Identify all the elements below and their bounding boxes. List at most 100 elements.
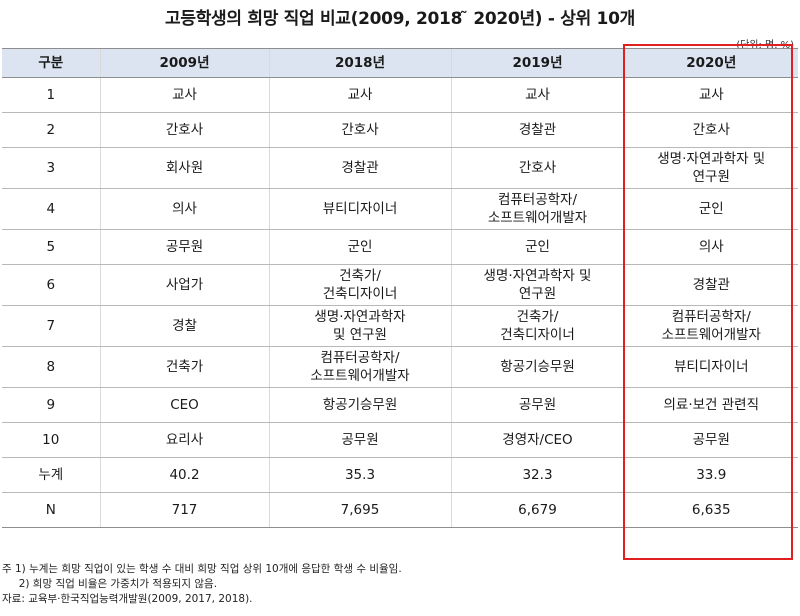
table-cell: 6,635 <box>623 492 798 528</box>
cell-text: 간호사 <box>692 122 730 138</box>
table-row: 7 경찰 생명·자연과학자 및 연구원 건축가/ 건축디자이너 컴퓨터공학자/ 소프트웨… <box>2 305 798 347</box>
table-row: 누계 40.2 35.3 32.3 33.9 <box>2 457 798 493</box>
row-label: N <box>2 492 100 528</box>
cell-text: 컴퓨터공학자/ 소프트웨어개발자 <box>487 192 588 226</box>
cell-text: 사업가 <box>165 277 204 293</box>
cell-text: 교사 <box>698 87 724 103</box>
table-cell: 교사 <box>99 77 269 113</box>
row-label: 10 <box>2 422 100 458</box>
cell-text: 생명·자연과학자 및 연구원 <box>483 268 592 302</box>
table-cell: 사업가 <box>99 264 269 306</box>
cell-text: 건축가/ 건축디자이너 <box>322 268 398 302</box>
cell-text: 군인 <box>525 239 550 255</box>
cell-text: 6,635 <box>691 502 731 518</box>
cell-text: 교사 <box>525 87 550 103</box>
table-cell: 뷰티디자이너 <box>623 346 798 388</box>
table-cell: 32.3 <box>450 457 624 493</box>
cell-text: 교사 <box>347 87 373 103</box>
cell-text: 공무원 <box>518 397 557 413</box>
cell-text: 간호사 <box>518 160 557 176</box>
footnote-1: 주 1) 누계는 희망 직업이 있는 학생 수 대비 희망 직업 상위 10개에… <box>2 563 402 575</box>
table-cell: 경찰관 <box>623 264 798 306</box>
cell-text: 4 <box>46 201 56 217</box>
cell-text: 군인 <box>347 239 373 255</box>
table-body: 1 교사 교사 교사 교사 2 간호사 간호사 경찰관 간호사 3 회사원 경찰관 간호사 생명·자연과학자… <box>2 77 798 528</box>
table-cell: 군인 <box>268 229 451 265</box>
table-cell: 컴퓨터공학자/ 소프트웨어개발자 <box>623 305 798 347</box>
table-cell: 경찰 <box>99 305 269 347</box>
table-row: 2 간호사 간호사 경찰관 간호사 <box>2 112 798 148</box>
header-2020: 2020년 <box>623 48 798 78</box>
table-cell: 공무원 <box>450 387 624 423</box>
footnote-2: 2) 희망 직업 비율은 가중치가 적용되지 않음. <box>2 578 218 590</box>
table-cell: 회사원 <box>99 147 269 189</box>
cell-text: CEO <box>170 397 199 413</box>
cell-text: 35.3 <box>344 467 376 483</box>
table-cell: 7,695 <box>268 492 451 528</box>
table-cell: 공무원 <box>623 422 798 458</box>
cell-text: 7 <box>46 318 56 334</box>
table-row: 10 요리사 공무원 경영자/CEO 공무원 <box>2 422 798 458</box>
cell-text: 2 <box>46 122 56 138</box>
cell-text: 7,695 <box>340 502 380 518</box>
table-row: N 717 7,695 6,679 6,635 <box>2 492 798 528</box>
cell-text: 경찰관 <box>341 160 379 176</box>
cell-text: 경찰 <box>172 318 197 334</box>
cell-text: 의사 <box>698 239 724 255</box>
table-cell: 간호사 <box>450 147 624 189</box>
table-cell: 33.9 <box>623 457 798 493</box>
cell-text: 건축가/ 건축디자이너 <box>500 309 575 343</box>
header-2018: 2018년 <box>268 48 451 78</box>
table-cell: 생명·자연과학자 및 연구원 <box>268 305 451 347</box>
cell-text: 생명·자연과학자 및 연구원 <box>314 309 406 343</box>
cell-text: 컴퓨터공학자/ 소프트웨어개발자 <box>661 309 761 343</box>
cell-text: 의사 <box>172 201 197 217</box>
table-cell: 교사 <box>623 77 798 113</box>
table-cell: 간호사 <box>99 112 269 148</box>
row-label: 6 <box>2 264 100 306</box>
cell-text: 교사 <box>172 87 197 103</box>
header-2009: 2009년 <box>99 48 269 78</box>
table-row: 1 교사 교사 교사 교사 <box>2 77 798 113</box>
table-cell: 공무원 <box>99 229 269 265</box>
cell-text: 항공기승무원 <box>500 359 575 375</box>
row-label: 8 <box>2 346 100 388</box>
table-cell: 6,679 <box>450 492 624 528</box>
row-label: 1 <box>2 77 100 113</box>
table-cell: 건축가 <box>99 346 269 388</box>
cell-text: 33.9 <box>696 467 727 483</box>
table-row: 3 회사원 경찰관 간호사 생명·자연과학자 및 연구원 <box>2 147 798 189</box>
row-label: 3 <box>2 147 100 189</box>
table-row: 9 CEO 항공기승무원 공무원 의료·보건 관련직 <box>2 387 798 423</box>
table-cell: 교사 <box>268 77 451 113</box>
table-cell: 40.2 <box>99 457 269 493</box>
cell-text: 생명·자연과학자 및 연구원 <box>657 151 766 185</box>
table-cell: 의사 <box>623 229 798 265</box>
table-cell: 의사 <box>99 188 269 230</box>
table-cell: 생명·자연과학자 및 연구원 <box>450 264 624 306</box>
source-note: 자료: 교육부·한국직업능력개발원(2009, 2017, 2018). <box>2 593 253 605</box>
cell-text: 1 <box>46 87 56 103</box>
cell-text: 40.2 <box>169 467 200 483</box>
cell-text: 컴퓨터공학자/ 소프트웨어개발자 <box>310 350 410 384</box>
table-cell: CEO <box>99 387 269 423</box>
table-cell: 35.3 <box>268 457 451 493</box>
table-cell: 군인 <box>623 188 798 230</box>
table-cell: 경찰관 <box>450 112 624 148</box>
table-cell: 717 <box>99 492 269 528</box>
table-cell: 컴퓨터공학자/ 소프트웨어개발자 <box>450 188 624 230</box>
table-cell: 생명·자연과학자 및 연구원 <box>623 147 798 189</box>
cell-text: 뷰티디자이너 <box>322 201 398 217</box>
cell-text: 뷰티디자이너 <box>673 359 749 375</box>
row-label: 2 <box>2 112 100 148</box>
cell-text: 32.3 <box>522 467 553 483</box>
cell-text: 8 <box>46 359 56 375</box>
cell-text: 경영자/CEO <box>502 432 573 448</box>
cell-text: 경찰관 <box>518 122 557 138</box>
cell-text: 공무원 <box>341 432 379 448</box>
table-cell: 컴퓨터공학자/ 소프트웨어개발자 <box>268 346 451 388</box>
comparison-table: 구분 2009년 2018년 2019년 2020년 1 교사 교사 교사 교사 2 간호사… <box>2 48 798 528</box>
table-cell: 뷰티디자이너 <box>268 188 451 230</box>
table-cell: 경찰관 <box>268 147 451 189</box>
cell-text: N <box>45 502 56 518</box>
